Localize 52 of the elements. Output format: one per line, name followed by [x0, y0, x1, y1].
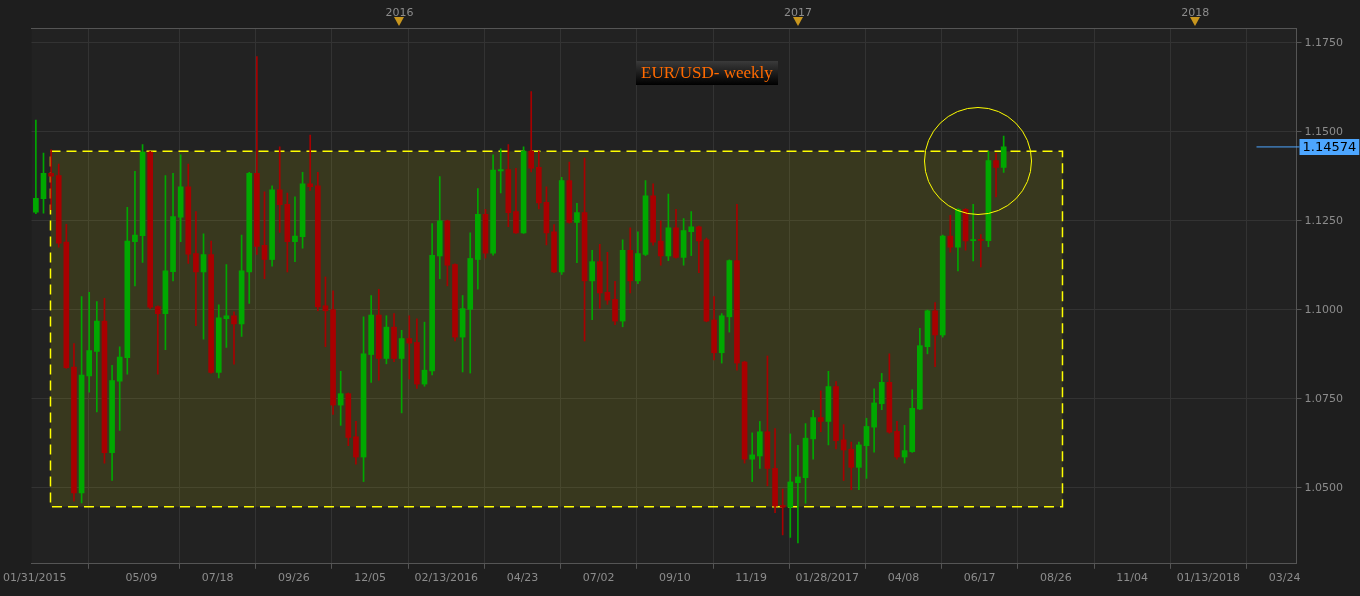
x-tick-label: 09/10 — [659, 571, 691, 585]
ref-line-label: 1.14574 — [1302, 139, 1357, 155]
candlestick — [406, 315, 413, 380]
x-tick-label: 04/08 — [887, 571, 920, 585]
x-tick-label: 01/31/2015 — [3, 571, 67, 585]
x-tick-label: 06/17 — [963, 571, 996, 585]
y-tick-label: 1.1250 — [1304, 213, 1344, 227]
x-tick-label: 01/28/2017 — [795, 571, 860, 585]
candlestick — [337, 370, 344, 426]
candlestick — [993, 152, 999, 198]
candlestick — [86, 291, 93, 393]
candlestick — [817, 390, 824, 433]
candlestick — [497, 148, 504, 194]
candlestick — [276, 146, 283, 233]
candlestick — [231, 311, 237, 365]
y-tick-label: 1.0750 — [1304, 391, 1344, 405]
x-tick-label: 05/09 — [125, 571, 158, 585]
candlestick — [688, 211, 695, 256]
candlestick — [977, 234, 984, 268]
candlestick — [193, 211, 199, 327]
y-tick-label: 1.1500 — [1304, 124, 1344, 138]
x-tick-label: 08/26 — [1040, 571, 1072, 585]
x2-tick-label: 2017 — [783, 6, 812, 20]
candlestick — [307, 134, 314, 191]
x-tick-label: 02/13/2016 — [414, 571, 478, 585]
candlestick — [292, 196, 298, 262]
x-tick-label: 12/05 — [354, 571, 386, 585]
x-tick-label: 07/18 — [201, 571, 234, 585]
candlestick — [779, 488, 786, 536]
candlestick — [787, 433, 794, 538]
x2-tick-label: 2018 — [1181, 6, 1210, 20]
y-tick-label: 1.1750 — [1304, 35, 1344, 49]
x-tick-label: 01/13/2018 — [1176, 571, 1241, 585]
candlestick — [154, 305, 161, 375]
candlestick — [33, 119, 39, 214]
x2-tick-label: 2016 — [385, 6, 414, 20]
x-tick-label: 07/02 — [582, 571, 615, 585]
candlestick — [48, 149, 54, 211]
candlestick — [132, 170, 138, 287]
x-tick-label: 04/23 — [506, 571, 539, 585]
text: EUR/USD- weekly — [636, 61, 778, 85]
candlestick — [574, 202, 580, 264]
x-tick-label: 11/04 — [1116, 571, 1148, 585]
candlestick — [970, 204, 977, 262]
y-tick-label: 1.1000 — [1304, 302, 1344, 316]
x-tick-label: 09/26 — [278, 571, 310, 585]
candlestick — [749, 432, 756, 482]
x-tick-label: 11/19 — [735, 571, 767, 585]
candlestick — [528, 91, 535, 173]
x-tick-label: 03/24 — [1268, 571, 1301, 585]
y-tick-label: 1.0500 — [1304, 480, 1344, 494]
candlestick — [795, 444, 801, 544]
